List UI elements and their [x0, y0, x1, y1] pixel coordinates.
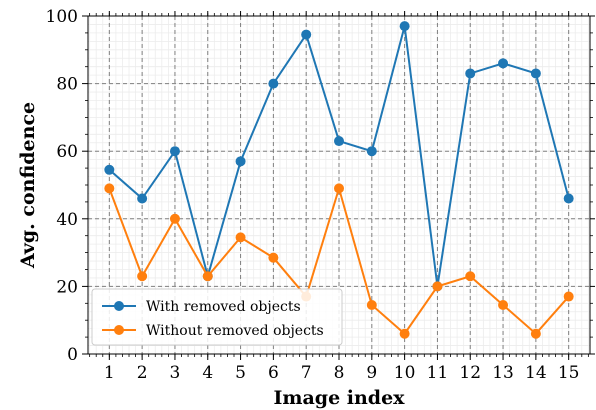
data-point-s1-13 [498, 58, 509, 69]
x-tick-label: 6 [268, 363, 279, 383]
legend-box [91, 288, 343, 346]
x-tick-label: 2 [137, 363, 148, 383]
data-point-s1-7 [301, 29, 312, 40]
data-point-s2-4 [202, 271, 213, 282]
y-tick-label: 0 [67, 345, 78, 365]
y-axis-label: Avg. confidence [17, 102, 39, 269]
data-point-s1-3 [169, 146, 180, 157]
x-tick-label: 12 [459, 363, 481, 383]
data-point-s2-6 [268, 252, 279, 263]
data-point-s2-9 [366, 299, 377, 310]
data-point-s2-8 [334, 183, 344, 194]
x-tick-label: 11 [427, 363, 449, 383]
x-tick-label: 3 [170, 363, 181, 383]
data-point-s2-1 [104, 183, 115, 194]
x-tick-label: 8 [334, 363, 345, 383]
data-point-s1-2 [137, 193, 148, 204]
x-tick-label: 9 [366, 363, 377, 383]
legend-marker-1 [114, 301, 124, 311]
series-layer [104, 21, 574, 339]
data-point-s2-3 [169, 213, 180, 224]
x-tick-label: 15 [558, 363, 580, 383]
legend-label-2: Without removed objects [146, 323, 324, 339]
data-point-s1-8 [334, 136, 344, 147]
data-point-s1-14 [530, 68, 541, 79]
data-point-s2-14 [530, 328, 541, 339]
data-point-s1-5 [235, 156, 246, 167]
x-tick-label: 1 [104, 363, 115, 383]
data-point-s2-5 [235, 232, 246, 243]
data-point-s2-13 [498, 299, 509, 310]
x-tick-label: 5 [235, 363, 246, 383]
data-point-s2-2 [137, 271, 148, 282]
x-tick-label: 14 [525, 363, 547, 383]
x-tick-label: 7 [301, 363, 312, 383]
y-tick-label: 20 [56, 277, 78, 297]
legend: With removed objects Without removed obje… [91, 288, 343, 346]
data-point-s1-10 [399, 21, 410, 32]
data-point-s2-12 [465, 271, 476, 282]
data-point-s1-15 [563, 193, 574, 204]
data-point-s2-10 [399, 328, 410, 339]
data-point-s1-6 [268, 78, 279, 89]
legend-marker-2 [114, 325, 124, 335]
legend-label-1: With removed objects [146, 299, 301, 315]
data-point-s1-1 [104, 164, 115, 175]
y-tick-label: 100 [46, 7, 78, 27]
y-tick-label: 60 [56, 142, 78, 162]
x-axis-label: Image index [273, 387, 405, 409]
data-point-s1-12 [465, 68, 476, 79]
data-point-s2-15 [563, 291, 574, 302]
x-tick-label: 4 [202, 363, 213, 383]
data-point-s1-9 [366, 146, 377, 157]
data-point-s2-11 [432, 281, 443, 292]
x-tick-label: 13 [492, 363, 514, 383]
y-tick-label: 40 [56, 210, 78, 230]
x-tick-label: 10 [394, 363, 416, 383]
y-tick-label: 80 [56, 75, 78, 95]
